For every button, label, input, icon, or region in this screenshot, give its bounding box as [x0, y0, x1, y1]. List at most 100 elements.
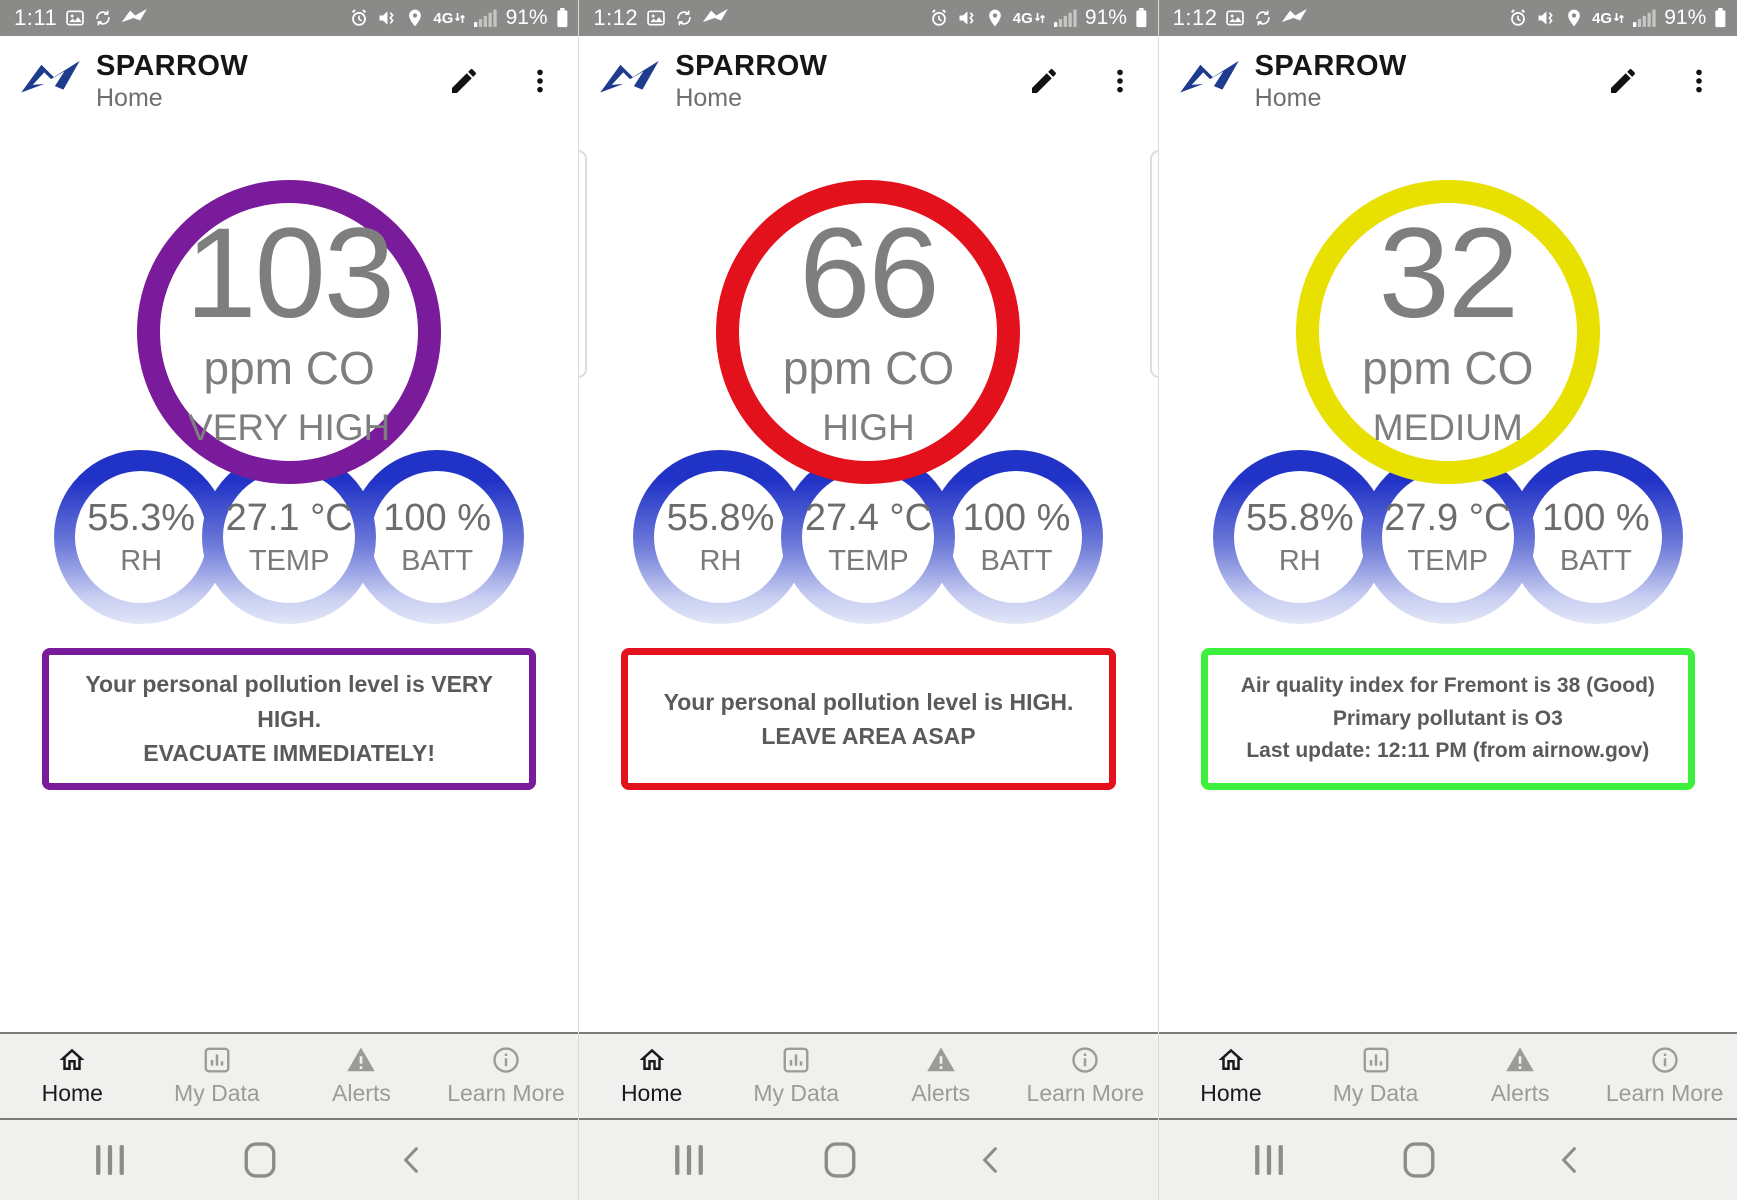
nav-item-my-data[interactable]: My Data: [724, 1045, 869, 1107]
humidity-label: RH: [1278, 544, 1321, 577]
nav-item-alerts[interactable]: Alerts: [289, 1045, 434, 1107]
alert-line: Air quality index for Fremont is 38 (Goo…: [1240, 674, 1655, 698]
nav-item-learn-more[interactable]: Learn More: [434, 1045, 579, 1107]
humidity-value: 55.3%: [87, 496, 196, 539]
phone-screenshot-1: 1:11 4G 91% SPARROW Home 103: [0, 0, 579, 1200]
app-bar: SPARROW Home: [0, 36, 579, 126]
app-title: SPARROW: [675, 49, 828, 82]
app-title: SPARROW: [1254, 49, 1407, 82]
location-icon: [985, 8, 1005, 28]
android-recents-button[interactable]: [95, 1144, 125, 1176]
co-unit: ppm CO: [203, 341, 375, 394]
image-notification-icon: [1225, 8, 1245, 28]
temperature-value: 27.1 °C: [225, 496, 353, 539]
vibrate-mute-icon: [377, 8, 397, 28]
battery-icon: [556, 8, 569, 28]
home-content: 103 ppm CO VERY HIGH 55.3% RH 27.1 °C TE…: [0, 126, 579, 1032]
bottom-navigation: Home My Data Alerts Learn More: [1158, 1032, 1737, 1118]
metric-circles: 55.8% RH 27.4 °C TEMP 100 % BATT: [579, 450, 1157, 624]
phone-screenshot-2: 1:12 4G 91% SPARROW Home: [578, 0, 1158, 1200]
battery-label: BATT: [980, 544, 1053, 577]
sync-icon: [93, 8, 113, 28]
battery-icon: [1714, 8, 1727, 28]
location-icon: [405, 8, 425, 28]
nav-item-home[interactable]: Home: [1159, 1045, 1304, 1107]
status-time: 1:12: [593, 5, 639, 30]
nav-item-my-data[interactable]: My Data: [145, 1045, 290, 1107]
4g-data-icon: 4G: [433, 11, 466, 26]
4g-data-icon: 4G: [1592, 11, 1625, 26]
nav-item-home[interactable]: Home: [579, 1045, 724, 1107]
co-gauge: 32 ppm CO MEDIUM: [1295, 180, 1600, 484]
sparrow-notification-icon: [1281, 8, 1308, 28]
battery-circle: 100 % BATT: [929, 450, 1104, 624]
screen-title: Home: [1254, 83, 1322, 112]
nav-item-alerts[interactable]: Alerts: [1448, 1045, 1593, 1107]
nav-item-learn-more[interactable]: Learn More: [1592, 1045, 1737, 1107]
screen-title: Home: [675, 83, 743, 112]
metric-circles: 55.3% RH 27.1 °C TEMP 100 % BATT: [0, 450, 578, 624]
nav-item-alerts[interactable]: Alerts: [868, 1045, 1013, 1107]
co-gauge: 103 ppm CO VERY HIGH: [137, 180, 442, 484]
alarm-icon: [929, 8, 949, 28]
battery-circle: 100 % BATT: [1508, 450, 1683, 624]
sparrow-logo-icon: [1177, 58, 1241, 104]
home-content: 32 ppm CO MEDIUM 55.8% RH 27.9 °C TEMP 1…: [1158, 126, 1737, 1032]
overflow-menu-button[interactable]: [1106, 67, 1134, 95]
sync-icon: [1253, 8, 1273, 28]
alert-line: LEAVE AREA ASAP: [761, 723, 976, 749]
android-back-button[interactable]: [399, 1146, 423, 1175]
location-icon: [1564, 8, 1584, 28]
temperature-circle: 27.9 °C TEMP: [1360, 450, 1535, 624]
alert-line: Your personal pollution level is HIGH.: [663, 688, 1074, 715]
battery-percent: 91%: [1664, 6, 1707, 29]
android-back-button[interactable]: [978, 1146, 1002, 1175]
nav-item-home[interactable]: Home: [0, 1045, 145, 1107]
android-nav-bar: [1158, 1118, 1737, 1200]
overflow-menu-button[interactable]: [526, 67, 554, 95]
home-content: 66 ppm CO HIGH 55.8% RH 27.4 °C TEMP 100…: [579, 126, 1158, 1032]
android-nav-bar: [579, 1118, 1158, 1200]
status-bar: 1:12 4G 91%: [579, 0, 1158, 36]
edit-button[interactable]: [1607, 65, 1639, 97]
4g-data-icon: 4G: [1013, 11, 1046, 26]
battery-percent: 91%: [1084, 6, 1127, 29]
alert-line: Last update: 12:11 PM (from airnow.gov): [1246, 739, 1650, 763]
humidity-label: RH: [120, 544, 163, 577]
android-home-button[interactable]: [244, 1142, 276, 1178]
overflow-menu-button[interactable]: [1685, 67, 1713, 95]
humidity-label: RH: [699, 544, 742, 577]
temperature-value: 27.4 °C: [804, 496, 933, 539]
status-time: 1:12: [1172, 5, 1218, 30]
android-recents-button[interactable]: [1254, 1144, 1284, 1176]
phone-screenshot-3: 1:12 4G 91% SPARROW Home 32: [1157, 0, 1737, 1200]
humidity-circle: 55.8% RH: [633, 450, 808, 624]
image-notification-icon: [646, 8, 666, 28]
pollution-alert-box: Your personal pollution level is HIGH. L…: [621, 648, 1116, 790]
battery-label: BATT: [401, 544, 474, 577]
adjacent-card-edge: [579, 150, 588, 378]
co-value: 103: [185, 202, 395, 346]
android-recents-button[interactable]: [674, 1144, 704, 1176]
status-bar: 1:12 4G 91%: [1158, 0, 1737, 36]
edit-button[interactable]: [1028, 65, 1060, 97]
metric-circles: 55.8% RH 27.9 °C TEMP 100 % BATT: [1159, 450, 1737, 624]
alert-line: EVACUATE IMMEDIATELY!: [143, 740, 436, 767]
battery-icon: [1135, 8, 1148, 28]
pollution-alert-box: Your personal pollution level is VERY HI…: [42, 648, 537, 790]
android-home-button[interactable]: [824, 1142, 856, 1178]
nav-item-my-data[interactable]: My Data: [1303, 1045, 1448, 1107]
humidity-circle: 55.8% RH: [1212, 450, 1387, 624]
temperature-label: TEMP: [828, 544, 909, 577]
edit-button[interactable]: [448, 65, 480, 97]
android-home-button[interactable]: [1403, 1142, 1435, 1178]
co-gauge: 66 ppm CO HIGH: [716, 180, 1021, 484]
android-back-button[interactable]: [1557, 1146, 1581, 1175]
humidity-circle: 55.3% RH: [54, 450, 229, 624]
alert-line: Your personal pollution level is VERY HI…: [85, 671, 494, 732]
co-value: 66: [799, 202, 939, 346]
nav-item-learn-more[interactable]: Learn More: [1013, 1045, 1158, 1107]
app-bar: SPARROW Home: [1158, 36, 1737, 126]
battery-circle: 100 % BATT: [350, 450, 525, 624]
bottom-navigation: Home My Data Alerts Learn More: [579, 1032, 1158, 1118]
